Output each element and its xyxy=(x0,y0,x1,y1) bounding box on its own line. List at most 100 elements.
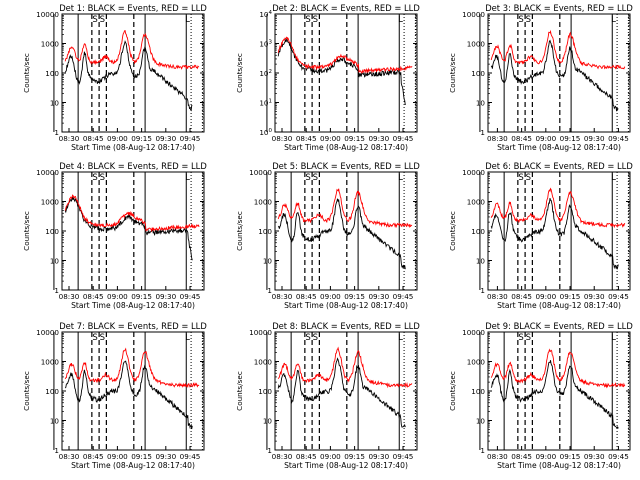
marker-label: S xyxy=(518,333,523,343)
x-tick-label: 09:30 xyxy=(368,292,389,301)
x-tick-label: 09:00 xyxy=(107,292,128,301)
x-tick-label: 09:30 xyxy=(155,452,176,461)
detector-panel: Det 1: BLACK = Events, RED = LLD 1 10 100 10… xyxy=(22,3,207,152)
y-tick-label: 1 xyxy=(54,286,59,295)
y-tick-label: 1 xyxy=(54,128,59,137)
x-tick-label: 08:45 xyxy=(511,134,532,143)
marker-label: S xyxy=(305,333,310,343)
x-tick-label: 09:45 xyxy=(180,134,201,143)
y-tick-label: 1000 xyxy=(41,40,60,49)
y-tick-label: 100 xyxy=(471,227,485,236)
y-tick-label: 1 xyxy=(54,446,59,455)
x-tick-label: 09:00 xyxy=(535,292,556,301)
y-tick-label: 10 xyxy=(50,417,60,426)
y-tick-label: 10000 xyxy=(249,328,272,337)
y-tick-label: 102 xyxy=(259,69,272,78)
marker-label: S xyxy=(92,173,97,183)
y-tick-label: 10 xyxy=(263,417,273,426)
detector-panel: Det 3: BLACK = Events, RED = LLD 1 10 100 10… xyxy=(448,3,633,152)
x-tick-label: 09:00 xyxy=(320,134,341,143)
y-tick-label: 10000 xyxy=(462,328,485,337)
y-tick-label: 10000 xyxy=(36,328,59,337)
plot-frame xyxy=(487,171,631,291)
detector-panel: Det 2: BLACK = Events, RED = LLD 100 101 10… xyxy=(235,3,420,152)
panel-title: Det 7: BLACK = Events, RED = LLD xyxy=(59,321,207,331)
y-tick-label: 1000 xyxy=(254,198,273,207)
plot-frame xyxy=(487,13,631,133)
series-events-line xyxy=(277,38,406,106)
y-tick-label: 10000 xyxy=(462,10,485,19)
y-tick-label: 100 xyxy=(45,69,59,78)
series-lld-line xyxy=(64,30,200,70)
x-tick-label: 09:30 xyxy=(584,292,605,301)
marker-label: L xyxy=(611,333,616,343)
x-tick-label: 08:45 xyxy=(296,292,317,301)
x-tick-label: 09:30 xyxy=(155,134,176,143)
x-tick-label: 09:45 xyxy=(180,292,201,301)
y-tick-label: 1 xyxy=(267,446,272,455)
detector-panel: Det 8: BLACK = Events, RED = LLD 1 10 100 10… xyxy=(235,321,420,470)
y-axis-label: Counts/sec xyxy=(448,211,457,251)
series-events-line xyxy=(64,40,193,112)
series-events-line xyxy=(490,360,619,429)
marker-label: L xyxy=(611,15,616,25)
marker-label: L xyxy=(398,333,403,343)
x-tick-label: 09:15 xyxy=(344,292,365,301)
series-lld-line xyxy=(490,187,626,229)
series-lld-line xyxy=(277,346,413,389)
x-tick-label: 09:45 xyxy=(180,452,201,461)
y-tick-label: 100 xyxy=(259,128,272,137)
x-tick-label: 09:15 xyxy=(131,452,152,461)
panel-title: Det 9: BLACK = Events, RED = LLD xyxy=(485,321,633,331)
y-axis-label: Counts/sec xyxy=(235,211,244,251)
y-tick-label: 10 xyxy=(476,417,486,426)
x-tick-label: 08:30 xyxy=(59,134,80,143)
x-tick-label: 08:45 xyxy=(511,292,532,301)
y-tick-label: 101 xyxy=(259,99,272,108)
marker-label: S xyxy=(526,15,531,25)
x-axis-label: Start Time (08-Aug-12 08:17:40) xyxy=(497,461,621,470)
y-tick-label: 10000 xyxy=(249,168,272,177)
marker-label: S xyxy=(518,173,523,183)
detector-panel: Det 7: BLACK = Events, RED = LLD 1 10 100 10… xyxy=(22,321,207,470)
series-events-line xyxy=(277,198,406,270)
marker-label: L xyxy=(398,15,403,25)
series-events-line xyxy=(490,197,619,270)
y-tick-label: 100 xyxy=(45,387,59,396)
marker-label: S xyxy=(313,15,318,25)
x-axis-label: Start Time (08-Aug-12 08:17:40) xyxy=(71,143,195,152)
x-tick-label: 08:30 xyxy=(272,452,293,461)
x-tick-label: 09:30 xyxy=(155,292,176,301)
y-axis-label: Counts/sec xyxy=(22,211,31,251)
series-lld-line xyxy=(490,348,626,389)
panel-title: Det 4: BLACK = Events, RED = LLD xyxy=(59,161,207,171)
series-events-line xyxy=(277,357,406,428)
y-tick-label: 1 xyxy=(480,128,485,137)
y-tick-label: 1000 xyxy=(254,358,273,367)
x-tick-label: 09:15 xyxy=(131,134,152,143)
x-tick-label: 09:45 xyxy=(393,452,414,461)
marker-label: S xyxy=(305,173,310,183)
x-tick-label: 08:45 xyxy=(83,134,104,143)
y-tick-label: 10 xyxy=(476,257,486,266)
y-tick-label: 1000 xyxy=(41,198,60,207)
x-tick-label: 09:00 xyxy=(535,134,556,143)
marker-label: S xyxy=(313,333,318,343)
x-tick-label: 08:45 xyxy=(511,452,532,461)
y-tick-label: 1 xyxy=(480,286,485,295)
y-tick-label: 1000 xyxy=(467,40,486,49)
detector-panel: Det 4: BLACK = Events, RED = LLD 1 10 100 10… xyxy=(22,161,207,310)
panel-title: Det 2: BLACK = Events, RED = LLD xyxy=(272,3,420,13)
detector-panel: Det 6: BLACK = Events, RED = LLD 1 10 100 10… xyxy=(448,161,633,310)
x-tick-label: 09:15 xyxy=(560,452,581,461)
marker-label: L xyxy=(185,333,190,343)
x-axis-label: Start Time (08-Aug-12 08:17:40) xyxy=(71,461,195,470)
x-tick-label: 09:45 xyxy=(608,134,629,143)
marker-label: S xyxy=(518,15,523,25)
x-tick-label: 09:15 xyxy=(344,452,365,461)
detector-panel: Det 9: BLACK = Events, RED = LLD 1 10 100 10… xyxy=(448,321,633,470)
x-tick-label: 08:45 xyxy=(296,452,317,461)
x-axis-label: Start Time (08-Aug-12 08:17:40) xyxy=(497,301,621,310)
marker-label: L xyxy=(398,173,403,183)
